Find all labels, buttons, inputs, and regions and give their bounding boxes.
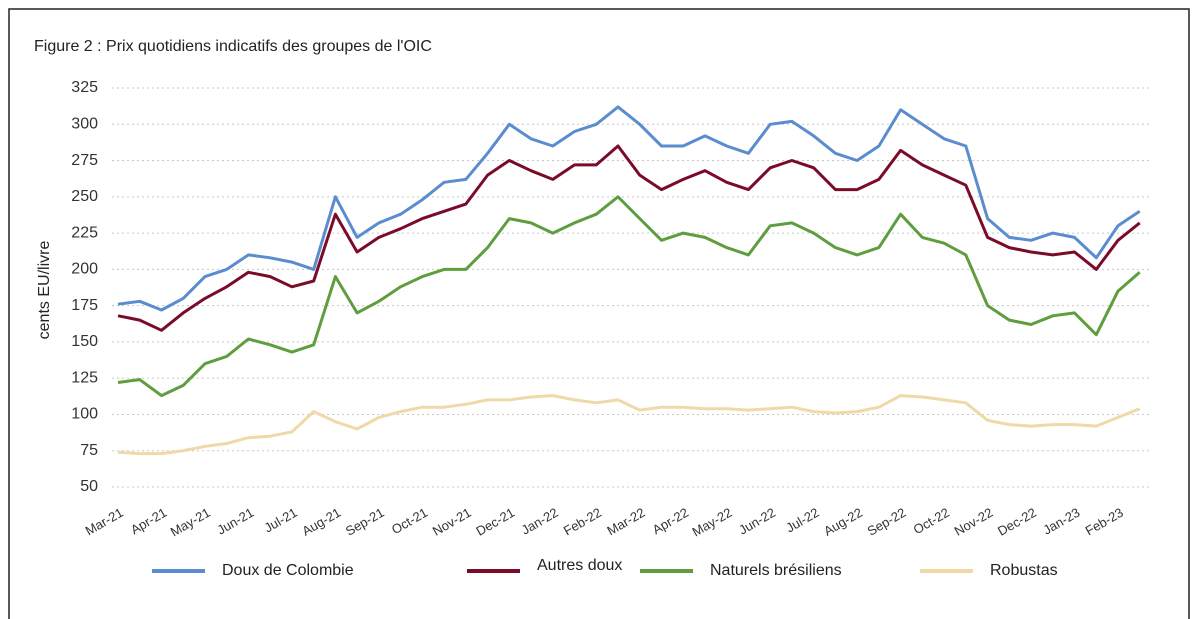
chart-title: Figure 2 : Prix quotidiens indicatifs de… <box>34 38 432 55</box>
x-tick-label: Jul-22 <box>783 505 821 536</box>
x-tick-label: Jun-22 <box>736 505 778 538</box>
y-tick-label: 300 <box>71 115 98 132</box>
x-tick-label: Dec-22 <box>995 505 1039 539</box>
x-tick-label: Aug-21 <box>299 505 343 539</box>
y-tick-label: 50 <box>80 478 98 495</box>
y-tick-label: 100 <box>71 406 98 423</box>
y-tick-label: 175 <box>71 297 98 314</box>
x-tick-label: Sep-22 <box>865 505 909 539</box>
x-tick-label: Jun-21 <box>214 505 256 538</box>
y-tick-label: 200 <box>71 261 98 278</box>
x-tick-label: Sep-21 <box>343 505 387 539</box>
x-tick-label: Apr-21 <box>128 505 169 538</box>
x-tick-label: Jan-22 <box>519 505 561 538</box>
legend-label: Autres doux <box>537 557 622 574</box>
series-line <box>117 195 1141 398</box>
x-tick-label: Mar-22 <box>604 505 647 539</box>
y-axis-label: cents EU/livre <box>36 241 53 340</box>
x-tick-label: Oct-22 <box>911 505 952 537</box>
series-line <box>117 144 1141 332</box>
x-tick-label: Dec-21 <box>473 505 517 539</box>
series-line <box>117 105 1141 312</box>
legend-label: Naturels brésiliens <box>710 562 842 579</box>
y-tick-label: 150 <box>71 333 98 350</box>
legend-label: Robustas <box>990 562 1058 579</box>
x-tick-label: Apr-22 <box>650 505 691 538</box>
x-tick-label: Nov-21 <box>430 505 474 539</box>
legend-label: Doux de Colombie <box>222 562 354 579</box>
x-tick-label: Feb-23 <box>1083 505 1126 539</box>
x-tick-label: Mar-21 <box>83 505 126 539</box>
x-tick-label: Feb-22 <box>561 505 604 539</box>
x-tick-label: Jan-23 <box>1040 505 1082 538</box>
x-tick-label: Nov-22 <box>952 505 996 539</box>
x-tick-label: May-22 <box>689 505 734 540</box>
y-tick-label: 250 <box>71 188 98 205</box>
x-tick-label: Oct-21 <box>389 505 430 537</box>
series-line <box>117 394 1141 456</box>
x-tick-label: Aug-22 <box>821 505 865 539</box>
x-tick-label: May-21 <box>168 505 213 540</box>
x-tick-label: Jul-21 <box>262 505 300 536</box>
y-tick-label: 325 <box>71 79 98 96</box>
y-tick-label: 125 <box>71 369 98 386</box>
y-tick-label: 275 <box>71 152 98 169</box>
y-tick-label: 225 <box>71 224 98 241</box>
figure-frame <box>8 8 1190 619</box>
y-tick-label: 75 <box>80 442 98 459</box>
